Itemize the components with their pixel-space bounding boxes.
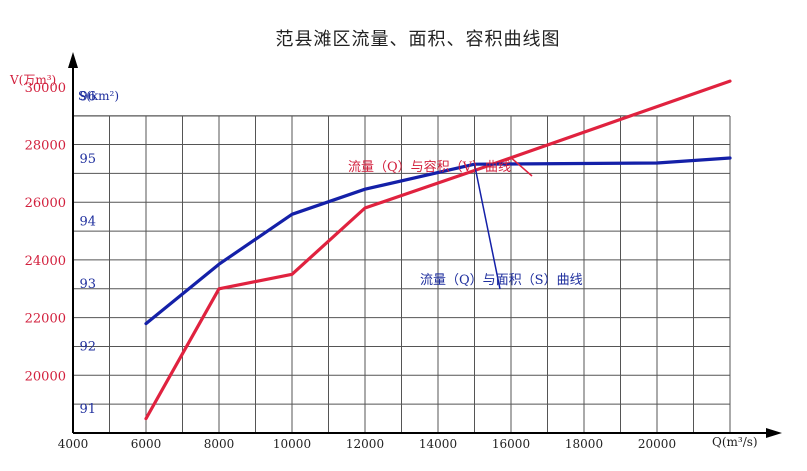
s-axis-label: S(km²) [78,89,119,103]
s-tick-label: 91 [79,402,96,417]
x-tick-label: 14000 [419,437,457,451]
annotation-leader-v [510,157,533,177]
chart-title: 范县滩区流量、面积、容积曲线图 [276,29,561,50]
s-tick-label: 93 [79,277,96,292]
x-tick-label: 6000 [131,437,162,451]
x-tick-label: 4000 [58,437,89,451]
x-tick-label: 12000 [346,437,384,451]
annotation-s-curve: 流量（Q）与面积（S）曲线 [420,273,583,288]
v-tick-label: 28000 [25,139,66,154]
axes [68,52,782,438]
annotation-v-curve: 流量（Q）与容积（V）曲线 [348,159,511,175]
v-axis-label: V(万m³) [9,73,56,87]
s-tick-label: 96 [79,90,96,105]
grid [73,115,731,433]
x-tick-label: 8000 [204,437,235,451]
s-tick-label: 92 [79,340,96,355]
v-axis-arrow [68,52,78,68]
x-tick-label: 18000 [565,437,603,451]
x-axis-label: Q(m³/s) [712,435,758,449]
series-line-s [144,156,732,326]
x-tick-label: 20000 [638,437,676,451]
v-tick-label: 24000 [25,254,66,269]
series-line-v [144,79,732,421]
labels: 范县滩区流量、面积、容积曲线图 V(万m³) S(km²) Q(m³/s) 流量… [9,29,758,449]
v-tick-label: 26000 [25,196,66,211]
s-tick-label: 94 [79,215,96,230]
v-tick-label: 22000 [25,312,66,327]
x-tick-label: 10000 [273,437,311,451]
series [144,79,732,421]
annotation-leader-s [473,164,501,290]
v-tick-label: 20000 [25,369,66,384]
x-tick-label: 16000 [492,437,530,451]
x-axis-arrow [766,428,782,438]
s-tick-label: 95 [79,152,96,167]
tick-labels: 4000 6000 8000 10000 12000 14000 16000 18000 200… [25,81,676,451]
v-tick-label: 30000 [25,81,66,96]
